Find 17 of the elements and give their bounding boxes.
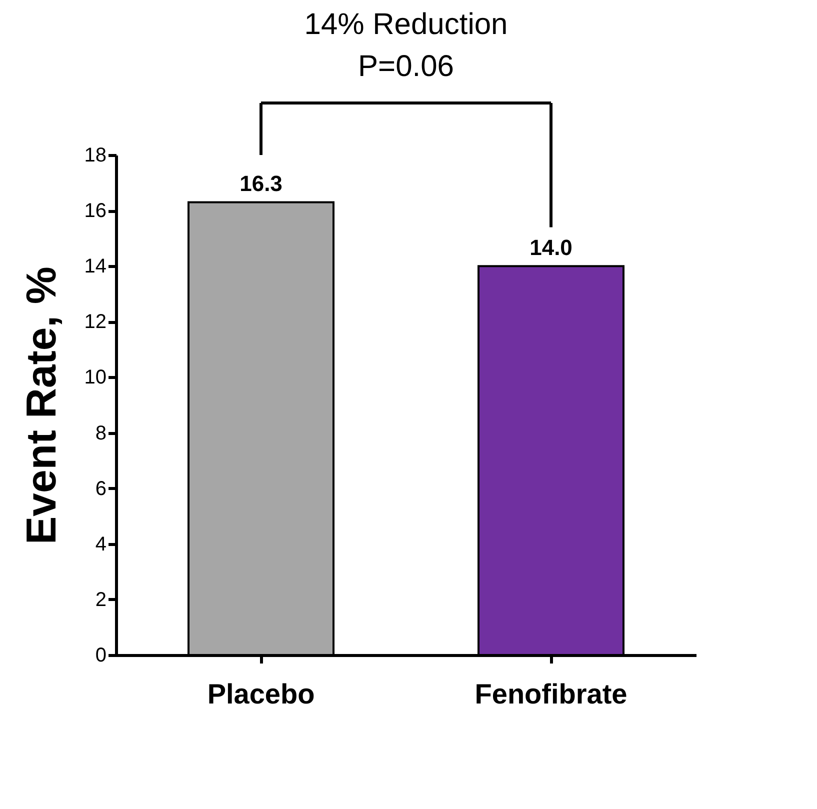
x-tick-label: Placebo (207, 678, 315, 710)
y-tick-label: 18 (84, 144, 106, 166)
y-tick-label: 2 (95, 588, 106, 611)
text: P=0.06 (358, 50, 454, 83)
y-tick-label: 12 (84, 311, 106, 334)
y-axis-title: Event Rate, % (17, 266, 64, 544)
y-tick-label: 6 (95, 478, 106, 500)
data-label: 16.3 (240, 171, 282, 196)
y-tick-label: 8 (95, 422, 106, 444)
y-tick-label: 14 (84, 256, 106, 278)
y-tick-label: 0 (95, 644, 106, 666)
y-tick-label: 4 (95, 533, 106, 556)
x-tick-label: Fenofibrate (474, 678, 628, 710)
text: 14% Reduction (304, 8, 508, 41)
y-tick-label: 10 (84, 366, 106, 389)
data-label: 14.0 (530, 235, 572, 260)
y-tick-label: 16 (84, 200, 106, 222)
